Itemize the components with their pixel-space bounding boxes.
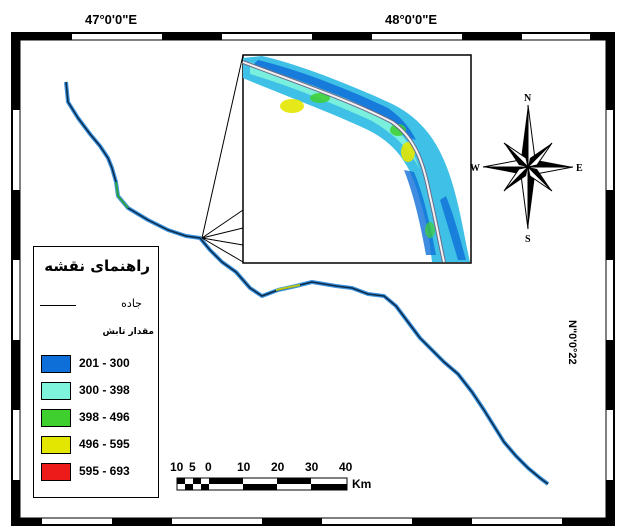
scale-tick-label: 10 (237, 460, 251, 474)
legend-class-label: 398 - 496 (79, 410, 130, 424)
inset-map (242, 54, 472, 264)
legend-swatch (41, 382, 71, 400)
west-label: W (470, 163, 480, 174)
legend-class-label: 300 - 398 (79, 383, 130, 397)
border-ticks-bottom (12, 518, 614, 525)
legend-class-label: 595 - 693 (79, 464, 130, 478)
east-label: E (576, 163, 583, 174)
legend-swatch (41, 436, 71, 454)
scale-tick-label: 0 (205, 460, 212, 474)
legend-title: راهنمای نقشه (44, 257, 150, 275)
legend-road-line (40, 305, 76, 306)
border-ticks-right (606, 40, 614, 518)
road-route (64, 81, 550, 486)
legend-class-label: 496 - 595 (79, 437, 130, 451)
legend-class-label: 201 - 300 (79, 356, 130, 370)
lon-label-left: 47°0'0"E (85, 12, 138, 27)
scale-unit-label: Km (352, 477, 372, 491)
lat-label-right: N"0'0°22 (566, 320, 578, 365)
legend-swatch (41, 409, 71, 427)
inset-callout-lines (201, 54, 244, 263)
legend-subtitle: مقدار تابش (102, 327, 154, 337)
legend-road-label: جاده (121, 297, 142, 310)
south-label: S (525, 234, 531, 245)
scale-tick-label: 5 (189, 460, 196, 474)
lon-label-right: 48°0'0"E (385, 12, 438, 27)
north-arrow: N S E W (470, 93, 583, 245)
legend-swatch (41, 355, 71, 373)
border-ticks-left (12, 40, 20, 518)
scale-bar (176, 477, 348, 491)
scale-tick-label: 30 (305, 460, 319, 474)
north-label: N (524, 93, 532, 104)
scale-tick-label: 20 (271, 460, 285, 474)
legend-swatch (41, 463, 71, 481)
border-ticks-top (12, 33, 614, 40)
scale-tick-label: 10 (170, 460, 184, 474)
map-legend: راهنمای نقشه جاده مقدار تابش 201 - 300 3… (33, 246, 159, 498)
scale-tick-label: 40 (339, 460, 353, 474)
